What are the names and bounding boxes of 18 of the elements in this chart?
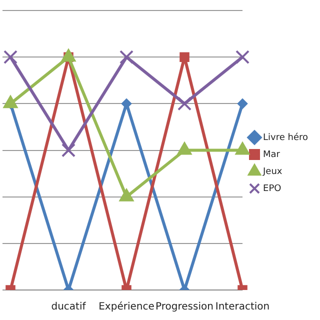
legend-label: EPO <box>263 184 282 194</box>
x-tick-label: Expérience <box>98 302 154 313</box>
x-tick-label: Progression <box>156 302 214 313</box>
point <box>177 96 192 111</box>
point <box>61 143 76 158</box>
point <box>180 52 190 62</box>
point <box>238 98 248 109</box>
point <box>236 50 250 64</box>
x-tick-label: ducatif <box>51 302 86 313</box>
legend-label: Livre héro <box>263 132 308 143</box>
point <box>235 142 250 155</box>
point <box>177 142 192 155</box>
point <box>119 188 134 202</box>
x-tick-label: Interaction <box>215 302 270 313</box>
point <box>119 50 134 64</box>
legend-label: Jeux <box>262 166 283 177</box>
point <box>122 98 132 109</box>
legend-label: Mar <box>263 150 280 160</box>
